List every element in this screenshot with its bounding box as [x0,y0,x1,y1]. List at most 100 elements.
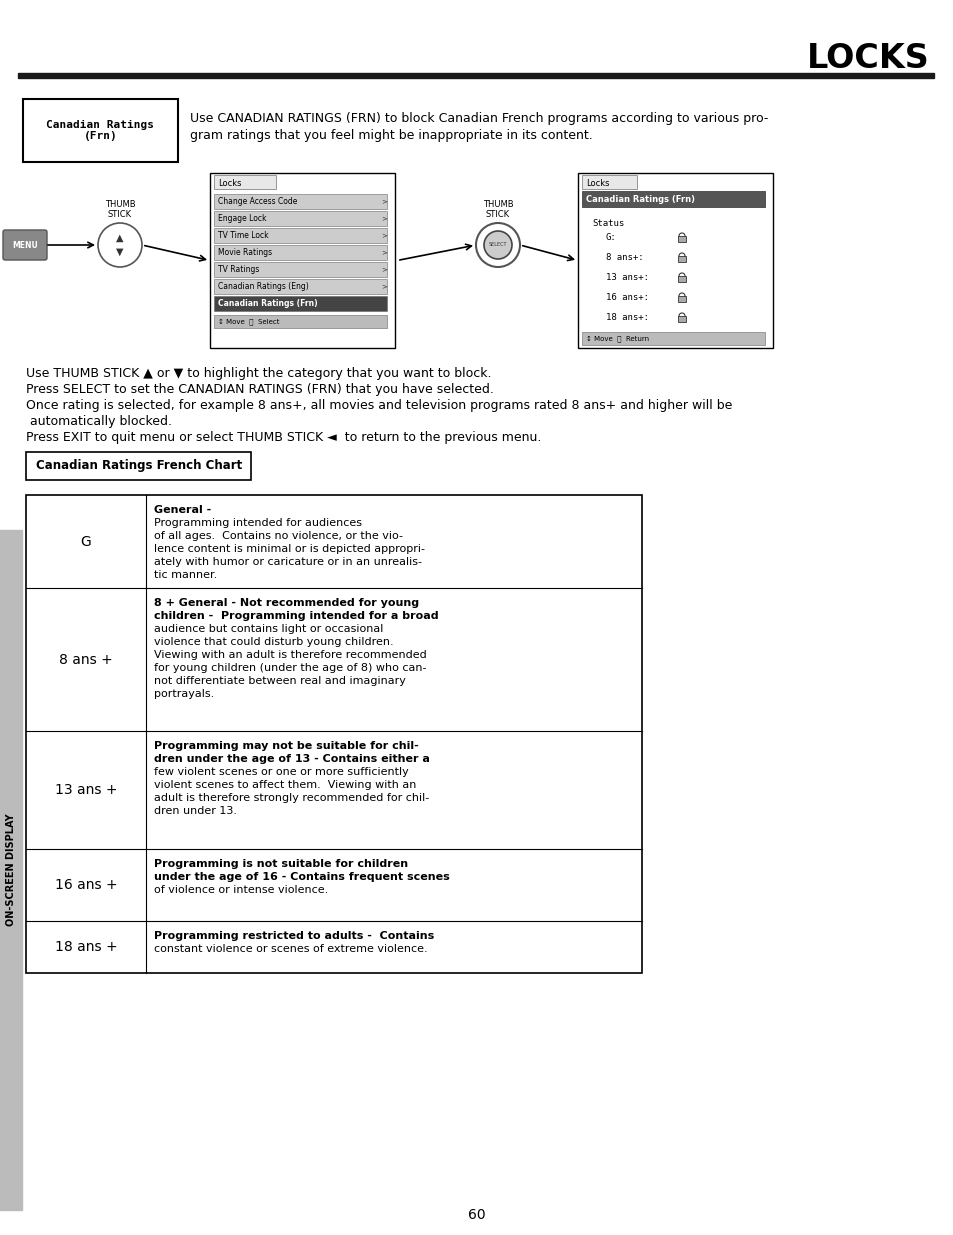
Text: >: > [380,267,387,273]
Text: Programming is not suitable for children: Programming is not suitable for children [153,860,408,869]
Bar [213,279,387,294]
Text: Canadian Ratings
(Frn): Canadian Ratings (Frn) [47,120,154,141]
Text: 8 ans+:: 8 ans+: [605,253,643,263]
Bar [678,275,685,282]
Text: General -: General - [153,505,214,515]
Text: Movie Ratings: Movie Ratings [218,248,272,257]
Text: >: > [380,232,387,238]
Text: Canadian Ratings (Eng): Canadian Ratings (Eng) [218,282,309,291]
Text: Programming intended for audiences: Programming intended for audiences [153,517,361,529]
Text: TV Time Lock: TV Time Lock [218,231,269,240]
Text: 18 ans +: 18 ans + [54,940,117,953]
Text: Press SELECT to set the CANADIAN RATINGS (FRN) that you have selected.: Press SELECT to set the CANADIAN RATINGS… [26,383,494,396]
Bar [210,173,395,348]
Text: few violent scenes or one or more sufficiently: few violent scenes or one or more suffic… [153,767,408,777]
Text: Status: Status [592,219,623,227]
Text: ↕ Move  Ⓢ  Select: ↕ Move Ⓢ Select [218,319,279,325]
Text: >: > [380,199,387,205]
Bar [213,228,387,243]
Circle shape [98,224,142,267]
Bar [213,175,275,189]
Text: Once rating is selected, for example 8 ans+, all movies and television programs : Once rating is selected, for example 8 a… [26,399,732,412]
Text: >: > [380,215,387,221]
Text: ▼: ▼ [116,247,124,257]
Text: TV Ratings: TV Ratings [218,266,259,274]
Text: ON-SCREEN DISPLAY: ON-SCREEN DISPLAY [6,814,16,926]
Bar [213,194,387,209]
Bar [26,495,641,973]
Bar [213,211,387,226]
Text: of violence or intense violence.: of violence or intense violence. [153,885,328,895]
Text: Change Access Code: Change Access Code [218,198,297,206]
Bar [578,173,772,348]
Text: Viewing with an adult is therefore recommended: Viewing with an adult is therefore recom… [153,650,426,659]
Text: 18 ans+:: 18 ans+: [605,314,648,322]
Text: 60: 60 [468,1208,485,1221]
Text: Locks: Locks [218,179,241,188]
Text: SELECT: SELECT [488,242,507,247]
Text: Locks: Locks [585,179,609,188]
Text: 8 ans +: 8 ans + [59,652,112,667]
Text: ▲: ▲ [116,233,124,243]
Text: violent scenes to affect them.  Viewing with an: violent scenes to affect them. Viewing w… [153,781,416,790]
Text: constant violence or scenes of extreme violence.: constant violence or scenes of extreme v… [153,944,427,953]
Text: Canadian Ratings (Frn): Canadian Ratings (Frn) [585,195,695,205]
Text: Press EXIT to quit menu or select THUMB STICK ◄  to return to the previous menu.: Press EXIT to quit menu or select THUMB … [26,431,540,445]
Circle shape [483,231,512,259]
Bar [581,332,764,345]
Text: 13 ans+:: 13 ans+: [605,273,648,283]
Text: children -  Programming intended for a broad: children - Programming intended for a br… [153,611,438,621]
Text: audience but contains light or occasional: audience but contains light or occasiona… [153,624,383,634]
Text: for young children (under the age of 8) who can-: for young children (under the age of 8) … [153,663,426,673]
Bar [213,262,387,277]
Bar [213,296,387,311]
Bar [581,191,764,207]
Text: ately with humor or caricature or in an unrealis-: ately with humor or caricature or in an … [153,557,421,567]
Text: Use CANADIAN RATINGS (FRN) to block Canadian French programs according to variou: Use CANADIAN RATINGS (FRN) to block Cana… [190,112,767,125]
Text: G: G [81,535,91,548]
Bar [26,452,251,480]
Bar [678,296,685,303]
Text: 16 ans +: 16 ans + [54,878,117,892]
Text: Programming restricted to adults -  Contains: Programming restricted to adults - Conta… [153,931,434,941]
Text: under the age of 16 - Contains frequent scenes: under the age of 16 - Contains frequent … [153,872,449,882]
Bar [213,315,387,329]
Text: dren under the age of 13 - Contains either a: dren under the age of 13 - Contains eith… [153,755,430,764]
Circle shape [476,224,519,267]
Text: 8 + General - Not recommended for young: 8 + General - Not recommended for young [153,598,418,608]
Text: Programming may not be suitable for chil-: Programming may not be suitable for chil… [153,741,418,751]
Text: THUMB
STICK: THUMB STICK [482,200,513,220]
Text: dren under 13.: dren under 13. [153,806,236,816]
Text: automatically blocked.: automatically blocked. [26,415,172,429]
Text: not differentiate between real and imaginary: not differentiate between real and imagi… [153,676,405,685]
Text: portrayals.: portrayals. [153,689,214,699]
Bar [678,236,685,242]
Bar [23,99,178,162]
Text: Canadian Ratings (Frn): Canadian Ratings (Frn) [218,299,317,308]
Text: G:: G: [605,233,616,242]
Text: LOCKS: LOCKS [806,42,929,74]
FancyBboxPatch shape [3,230,47,261]
Text: ↕ Move  Ⓢ  Return: ↕ Move Ⓢ Return [585,336,648,342]
Text: 13 ans +: 13 ans + [54,783,117,797]
Text: gram ratings that you feel might be inappropriate in its content.: gram ratings that you feel might be inap… [190,128,592,142]
Bar [0,530,22,1210]
Bar [213,245,387,261]
Text: Engage Lock: Engage Lock [218,214,266,224]
Bar [678,256,685,262]
Text: THUMB
STICK: THUMB STICK [105,200,135,220]
Text: lence content is minimal or is depicted appropri-: lence content is minimal or is depicted … [153,543,424,555]
Text: >: > [380,284,387,289]
Text: violence that could disturb young children.: violence that could disturb young childr… [153,637,394,647]
Text: Canadian Ratings French Chart: Canadian Ratings French Chart [36,459,242,473]
Bar [581,175,637,189]
Text: MENU: MENU [12,241,38,249]
Text: tic manner.: tic manner. [153,571,217,580]
Text: >: > [380,249,387,256]
Bar [18,73,933,78]
Bar [678,316,685,322]
Text: adult is therefore strongly recommended for chil-: adult is therefore strongly recommended … [153,793,429,803]
Text: of all ages.  Contains no violence, or the vio-: of all ages. Contains no violence, or th… [153,531,402,541]
Text: 16 ans+:: 16 ans+: [605,294,648,303]
Text: Use THUMB STICK ▲ or ▼ to highlight the category that you want to block.: Use THUMB STICK ▲ or ▼ to highlight the … [26,367,491,380]
